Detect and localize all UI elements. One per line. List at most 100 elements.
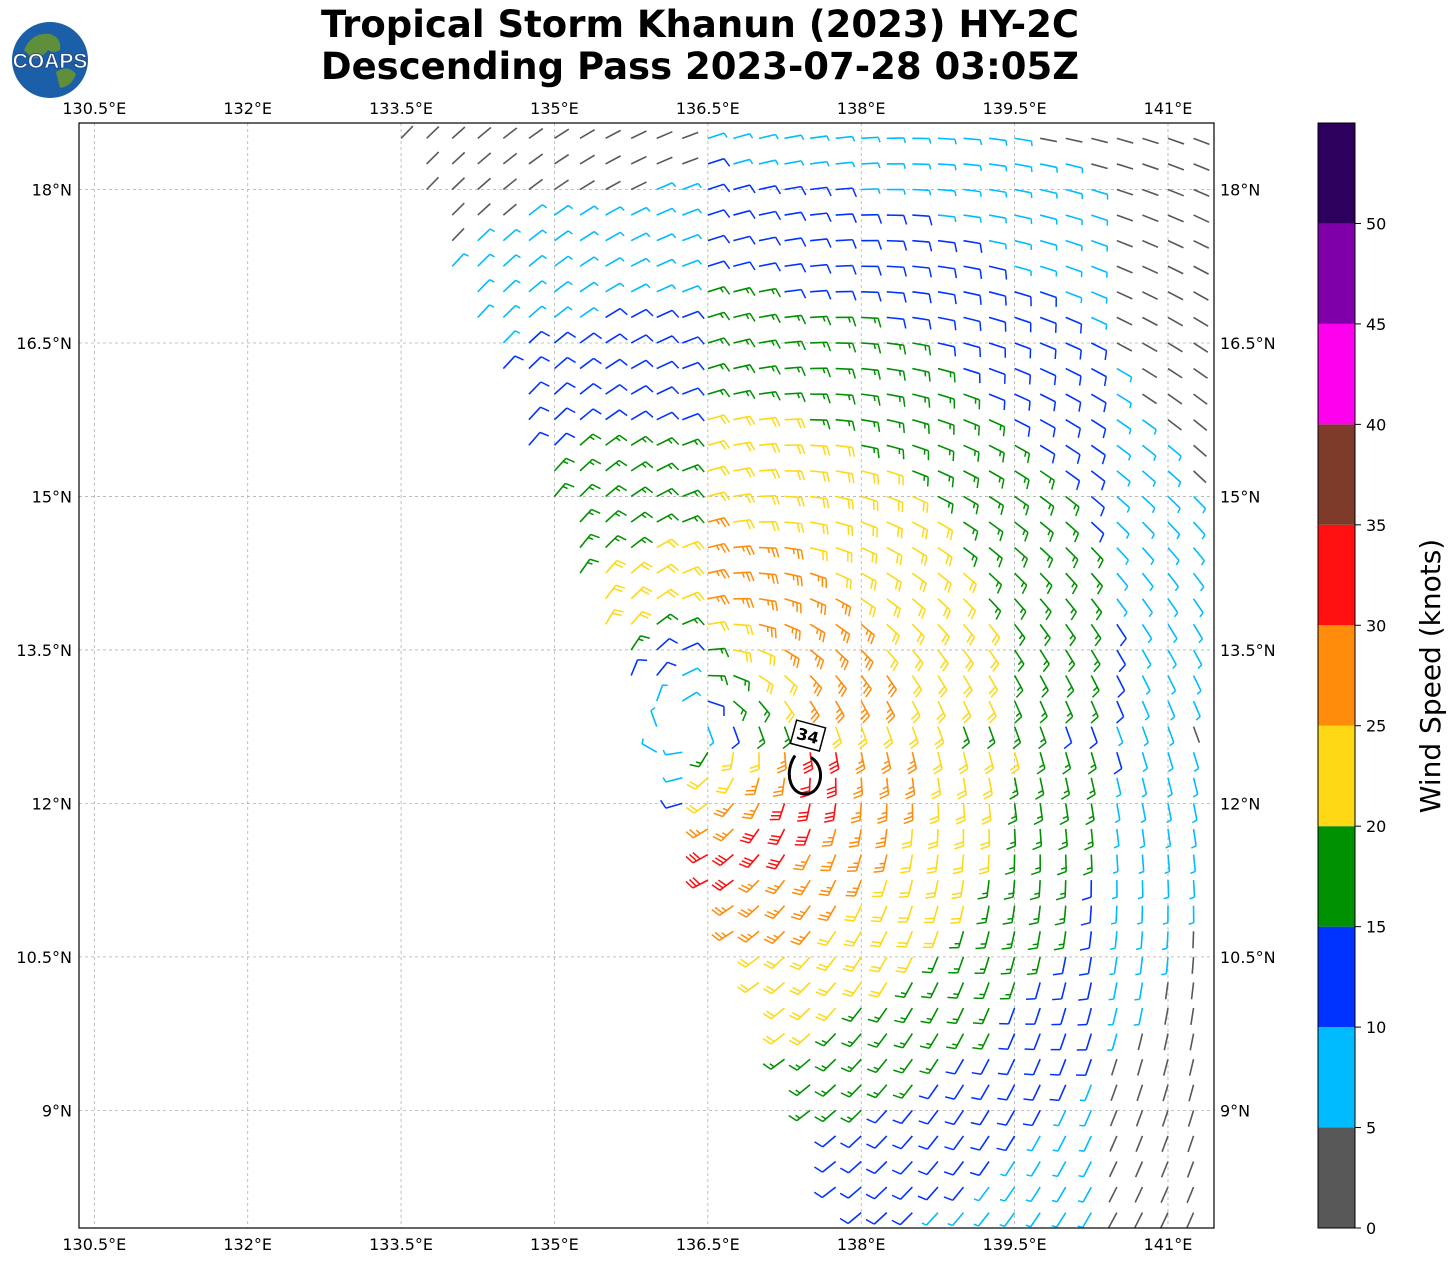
wind-barb-icon bbox=[1039, 598, 1052, 621]
wind-barb-icon bbox=[1192, 675, 1202, 695]
wind-barb-icon bbox=[1109, 931, 1118, 950]
lat-tick-label: 15°N bbox=[1220, 487, 1260, 506]
wind-barb-icon bbox=[1065, 623, 1077, 647]
wind-barb-icon bbox=[835, 161, 856, 168]
wind-barb-icon bbox=[630, 385, 654, 395]
wind-barb-icon bbox=[898, 879, 914, 899]
wind-barb-icon bbox=[814, 1160, 837, 1173]
wind-barb-icon bbox=[1053, 931, 1067, 951]
wind-barb-icon bbox=[860, 546, 878, 565]
wind-barb-icon bbox=[845, 879, 862, 897]
wind-barb-icon bbox=[782, 726, 792, 750]
wind-barb-icon bbox=[707, 726, 715, 747]
wind-barb-icon bbox=[1116, 444, 1132, 461]
wind-barb-icon bbox=[1111, 880, 1118, 900]
wind-barb-icon bbox=[707, 700, 725, 716]
lat-tick-label: 12°N bbox=[1220, 794, 1260, 813]
wind-barb-icon bbox=[937, 214, 957, 223]
wind-barb-icon bbox=[502, 304, 521, 318]
wind-barb-icon bbox=[733, 519, 756, 530]
wind-barb-icon bbox=[733, 235, 756, 245]
wind-barb-icon bbox=[1091, 137, 1108, 144]
wind-barb-icon bbox=[426, 176, 440, 191]
wind-barb-icon bbox=[1167, 188, 1185, 197]
wind-barb-icon bbox=[980, 828, 991, 850]
wind-barb-icon bbox=[1014, 163, 1033, 173]
wind-barb-icon bbox=[1193, 188, 1210, 197]
wind-barb-icon bbox=[1077, 1212, 1092, 1229]
wind-barb-icon bbox=[1001, 931, 1016, 950]
wind-barb-icon bbox=[733, 158, 754, 165]
wind-barb-icon bbox=[502, 330, 521, 344]
wind-barb-icon bbox=[1167, 265, 1184, 275]
wind-barb-icon bbox=[579, 408, 602, 421]
wind-barb-icon bbox=[919, 1033, 939, 1049]
wind-barb-icon bbox=[630, 561, 653, 574]
wind-barb-icon bbox=[1026, 982, 1041, 1000]
wind-barb-icon bbox=[758, 133, 779, 140]
wind-barb-icon bbox=[528, 153, 544, 165]
wind-barb-icon bbox=[1059, 803, 1070, 826]
wind-barb-icon bbox=[860, 495, 879, 511]
wind-barb-icon bbox=[978, 854, 990, 875]
wind-barb-icon bbox=[1052, 956, 1067, 976]
wind-barb-icon bbox=[656, 411, 680, 421]
wind-barb-icon bbox=[1039, 675, 1049, 698]
wind-barb-icon bbox=[1039, 214, 1058, 225]
wind-barb-icon bbox=[1141, 649, 1152, 669]
wind-barb-icon bbox=[1193, 470, 1207, 484]
wind-barb-icon bbox=[1116, 137, 1134, 144]
wind-barb-icon bbox=[656, 233, 677, 242]
wind-barb-icon bbox=[1116, 623, 1127, 647]
wind-barb-icon bbox=[886, 316, 907, 329]
wind-barb-icon bbox=[1167, 521, 1181, 540]
wind-barb-icon bbox=[1116, 265, 1133, 274]
wind-barb-icon bbox=[835, 470, 855, 484]
wind-barb-icon bbox=[1090, 419, 1107, 439]
wind-barb-icon bbox=[1161, 931, 1169, 951]
wind-barb-icon bbox=[528, 356, 550, 370]
wind-barb-icon bbox=[809, 649, 825, 670]
wind-barb-icon bbox=[817, 905, 837, 922]
wind-barb-icon bbox=[1039, 495, 1055, 516]
wind-barb-icon bbox=[1006, 828, 1017, 851]
wind-barb-icon bbox=[810, 444, 831, 456]
wind-barb-icon bbox=[810, 315, 832, 326]
wind-barb-icon bbox=[1065, 393, 1082, 412]
wind-barb-icon bbox=[1039, 188, 1058, 199]
wind-barb-icon bbox=[1014, 444, 1031, 464]
lon-tick-label: 141°E bbox=[1144, 99, 1193, 118]
wind-barb-icon bbox=[1079, 931, 1093, 951]
wind-barb-icon bbox=[630, 308, 654, 319]
wind-barb-icon bbox=[1141, 726, 1150, 747]
wind-barb-icon bbox=[733, 623, 754, 635]
wind-barb-icon bbox=[784, 288, 807, 299]
wind-barb-icon bbox=[711, 930, 734, 942]
wind-barb-icon bbox=[1116, 470, 1131, 487]
wind-barb-icon bbox=[1142, 163, 1159, 171]
wind-barb-icon bbox=[1000, 1161, 1016, 1177]
wind-barb-icon bbox=[861, 239, 882, 250]
wind-barb-icon bbox=[809, 495, 830, 509]
wind-barb-icon bbox=[865, 1186, 888, 1200]
wind-barb-icon bbox=[1160, 1161, 1169, 1178]
wind-barb-icon bbox=[912, 393, 931, 408]
wind-barb-icon bbox=[553, 356, 576, 370]
wind-barb-icon bbox=[971, 1058, 990, 1075]
wind-barb-icon bbox=[886, 137, 907, 144]
wind-barb-icon bbox=[1091, 239, 1109, 252]
wind-barb-icon bbox=[861, 470, 880, 485]
wind-barb-icon bbox=[988, 342, 1007, 358]
wind-barb-icon bbox=[682, 285, 702, 293]
wind-barb-icon bbox=[1079, 1084, 1093, 1102]
wind-barb-icon bbox=[999, 1212, 1016, 1228]
wind-barb-icon bbox=[1078, 982, 1093, 1001]
wind-barb-icon bbox=[988, 495, 1005, 515]
wind-barb-icon bbox=[756, 726, 766, 750]
wind-barb-icon bbox=[1090, 649, 1101, 673]
chart-title: Tropical Storm Khanun (2023) HY-2C Desce… bbox=[150, 4, 1250, 88]
wind-barb-icon bbox=[912, 137, 932, 144]
wind-barb-icon bbox=[1065, 137, 1083, 143]
wind-barb-icon bbox=[707, 234, 731, 244]
wind-barb-icon bbox=[685, 828, 709, 839]
